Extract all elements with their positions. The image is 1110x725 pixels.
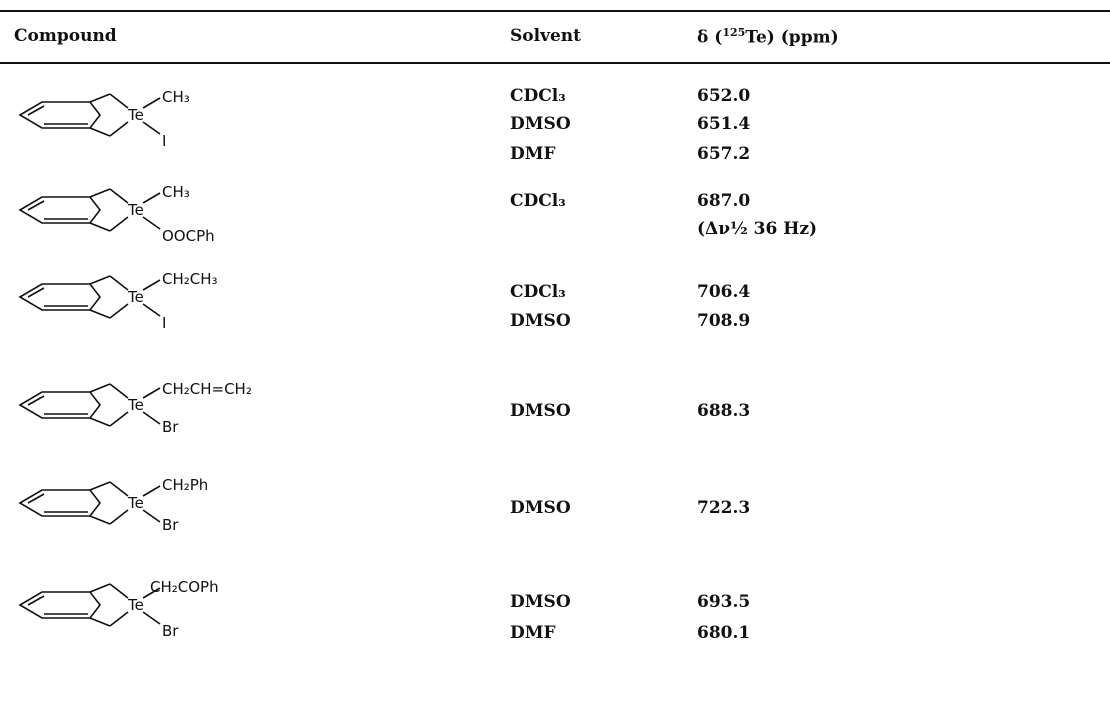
shift-cell: 693.5 [697,592,751,612]
anion-label: Br [162,622,179,640]
solvent-cell: DMSO [510,498,571,518]
structure-row-6: Te CH₂COPh Br [18,578,219,640]
shift-cell: 680.1 [697,623,751,643]
solvent-cell: DMF [510,144,556,164]
structure-row-5: Te CH₂Ph Br [18,476,208,534]
solvent-cell: DMSO [510,592,571,612]
te-label: Te [127,201,144,219]
anion-label: OOCPh [162,227,215,245]
shift-cell: 722.3 [697,498,751,518]
linewidth-note: (Δν½ 36 Hz) [697,219,818,239]
structure-diagrams: Te CH₃ I Te CH₃ OOCPh Te CH₂CH₃ I [18,88,252,640]
shift-cell: 651.4 [697,114,751,134]
structure-row-2: Te CH₃ OOCPh [18,183,215,245]
te-label: Te [127,596,144,614]
te-label: Te [127,106,144,124]
structure-row-1: Te CH₃ I [18,88,190,150]
structure-row-4: Te CH₂CH=CH₂ Br [18,380,252,436]
shift-cell: 687.0 [697,191,751,211]
header-solvent: Solvent [510,26,581,46]
solvent-cell: DMSO [510,311,571,331]
header-compound: Compound [14,26,117,46]
anion-label: Br [162,418,179,436]
shift-cell: 688.3 [697,401,751,421]
anion-label: I [162,314,166,332]
substituent-label: CH₂COPh [150,578,219,596]
substituent-label: CH₂CH₃ [162,270,218,288]
solvent-cell: DMSO [510,401,571,421]
substituent-label: CH₂Ph [162,476,208,494]
header-shift: δ (125Te) (ppm) [697,26,839,48]
structure-row-3: Te CH₂CH₃ I [18,270,218,332]
anion-label: Br [162,516,179,534]
substituent-label: CH₃ [162,88,190,106]
shift-cell: 657.2 [697,144,751,164]
substituent-label: CH₂CH=CH₂ [162,380,252,398]
solvent-cell: CDCl₃ [510,86,566,106]
table-header-rule [0,62,1110,64]
shift-cell: 652.0 [697,86,751,106]
te-label: Te [127,288,144,306]
anion-label: I [162,132,166,150]
shift-cell: 708.9 [697,311,751,331]
te-label: Te [127,396,144,414]
solvent-cell: CDCl₃ [510,282,566,302]
te-label: Te [127,494,144,512]
solvent-cell: CDCl₃ [510,191,566,211]
solvent-cell: DMSO [510,114,571,134]
table-top-rule [0,10,1110,12]
substituent-label: CH₃ [162,183,190,201]
shift-cell: 706.4 [697,282,751,302]
solvent-cell: DMF [510,623,556,643]
